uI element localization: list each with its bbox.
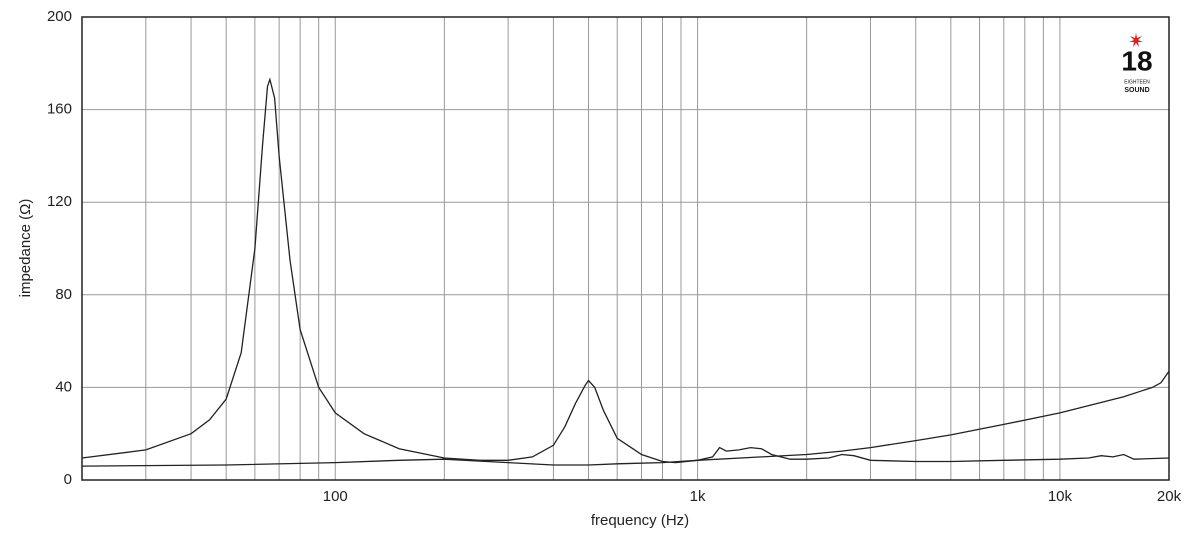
x-tick-label: 100 — [323, 488, 348, 505]
logo-line2: SOUND — [1124, 87, 1149, 94]
y-axis-label: impedance (Ω) — [17, 199, 34, 298]
y-tick-label: 0 — [64, 471, 72, 488]
plot-frame — [81, 16, 1170, 481]
impedance-line — [81, 77, 1170, 464]
impedance-line — [81, 370, 1170, 467]
x-tick-label: 1k — [690, 488, 706, 505]
y-tick-label: 120 — [47, 193, 72, 210]
y-tick-label: 160 — [47, 101, 72, 118]
x-axis-label: frequency (Hz) — [591, 512, 689, 529]
x-tick-label: 10k — [1048, 488, 1073, 505]
y-tick-label: 80 — [55, 286, 72, 303]
y-tick-label: 200 — [47, 8, 72, 25]
logo-number: 18 — [1121, 45, 1152, 76]
y-tick-label: 40 — [55, 378, 72, 395]
logo-line1: EIGHTEEN — [1124, 79, 1150, 85]
logo-star — [1129, 33, 1143, 47]
x-tick-label: 20k — [1157, 488, 1182, 505]
